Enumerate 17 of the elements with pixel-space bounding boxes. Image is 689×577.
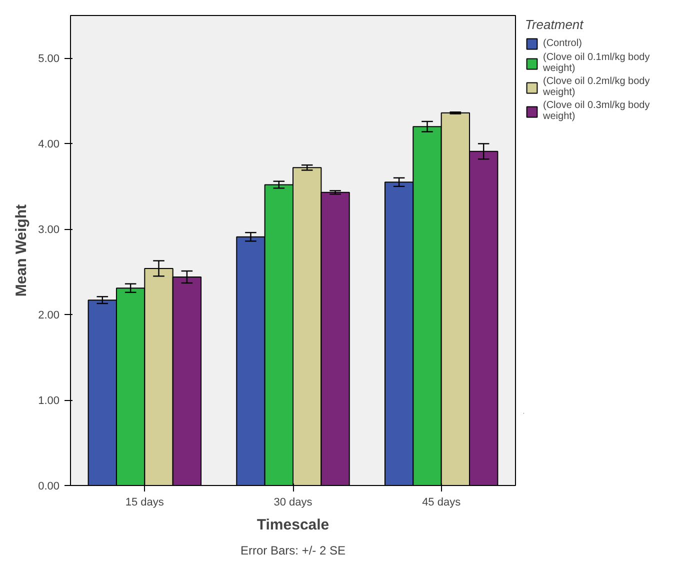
y-tick-label: 2.00 (38, 310, 60, 322)
legend-label: (Control) (543, 38, 582, 50)
y-tick-label: 1.00 (38, 395, 60, 408)
legend-title: Treatment (525, 17, 585, 32)
y-tick-label: 4.00 (38, 138, 60, 151)
x-tick-label: 15 days (125, 496, 164, 508)
x-axis-title: Timescale (256, 516, 330, 534)
y-tick-label: 0.00 (38, 480, 60, 492)
y-axis-title: Mean Weight (13, 204, 30, 297)
legend-label: (Clove oil 0.3ml/kg body weight) (543, 100, 650, 122)
legend-label: (Clove oil 0.2ml/kg body weight) (543, 76, 650, 98)
text: Error Bars: +/- 2 SE (240, 544, 346, 558)
y-tick-label: 5.00 (38, 53, 60, 66)
x-tick-label: 45 days (422, 496, 462, 508)
y-tick-label: 3.00 (38, 224, 60, 236)
x-tick-label: 30 days (274, 496, 313, 508)
legend-label: (Clove oil 0.1ml/kg body weight) (543, 52, 650, 74)
